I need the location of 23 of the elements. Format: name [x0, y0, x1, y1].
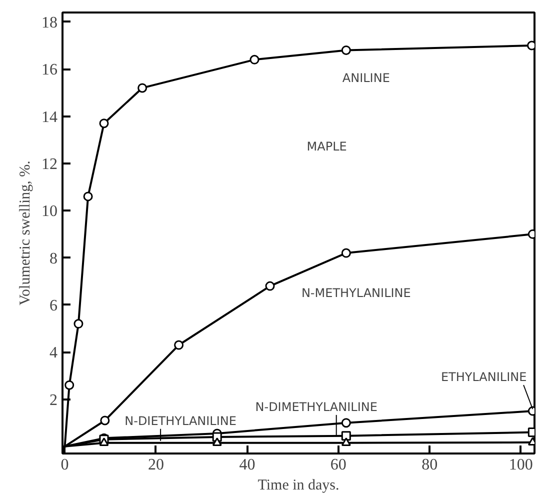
y-tick-label: 18 [42, 14, 58, 32]
y-axis-title: Volumetric swelling, %. [18, 160, 34, 306]
y-tick-label: 12 [42, 156, 58, 173]
y-tick-label: 8 [50, 250, 58, 268]
series-label: N-METHYLANILINE [301, 286, 411, 300]
annotation: MAPLE [306, 140, 347, 154]
y-tick-label: 2 [50, 392, 58, 409]
x-tick-label: 60 [330, 456, 346, 474]
series-label: N-DIETHYLANILINE [124, 414, 236, 428]
series-label: ANILINE [342, 71, 390, 86]
y-tick-label: 16 [42, 62, 58, 79]
x-tick-label: 80 [422, 456, 438, 474]
x-tick-label: 20 [148, 456, 164, 474]
series-label: ETHYLANILINE [440, 370, 527, 384]
x-tick-label: 0 [60, 456, 69, 474]
x-tick-label: 100 [508, 456, 533, 474]
y-tick-label: 6 [50, 297, 58, 314]
x-axis-title: Time in days. [258, 478, 340, 494]
series-label: N-DIMETHYLANILINE [255, 400, 378, 414]
x-tick-label: 40 [239, 456, 256, 474]
y-tick-label: 10 [42, 203, 58, 220]
y-tick-label: 14 [42, 108, 58, 126]
y-tick-label: 4 [50, 344, 58, 362]
